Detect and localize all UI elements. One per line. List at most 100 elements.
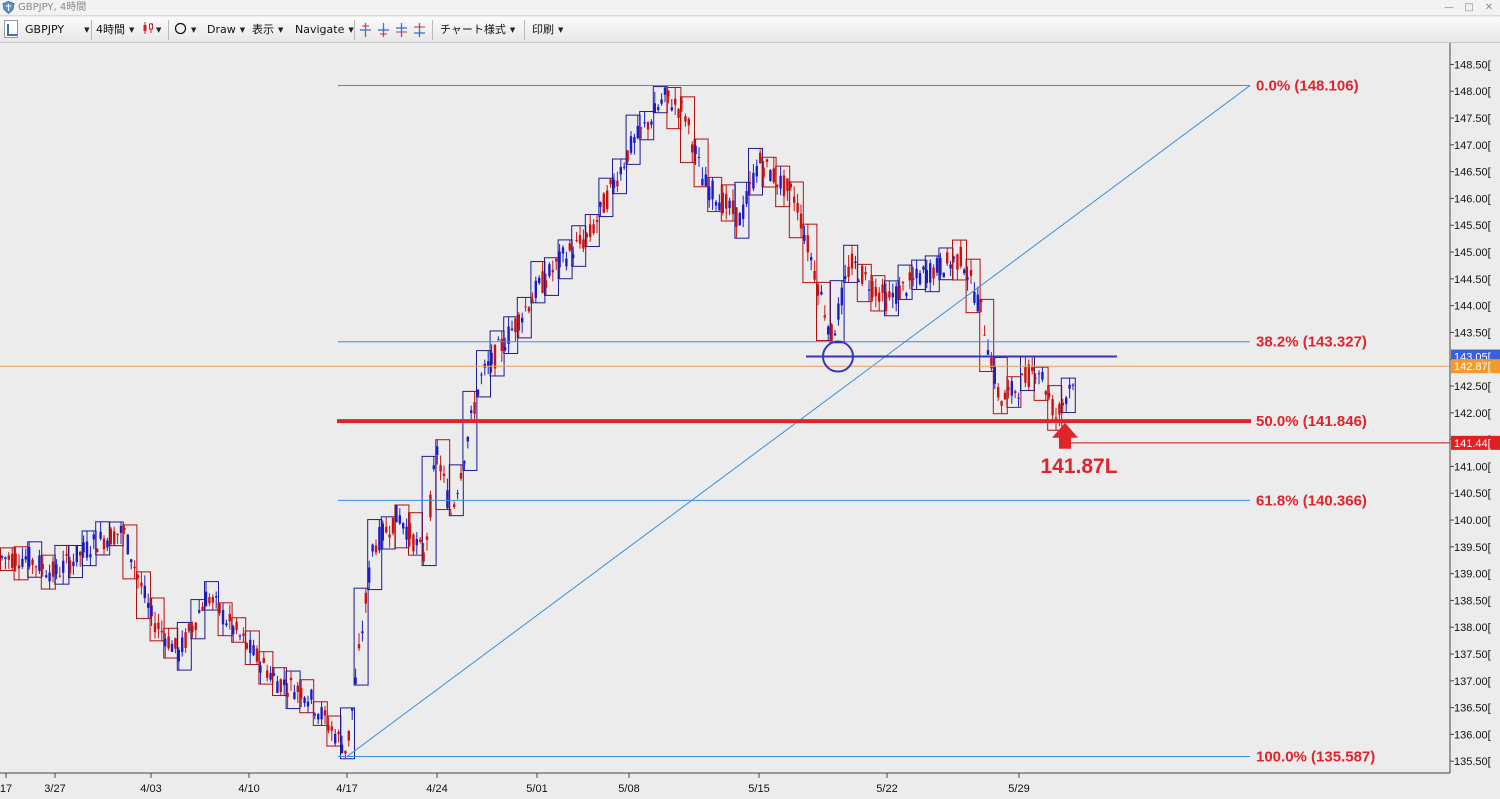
date-tick-label: 5/15 [748, 783, 769, 795]
price-tick-label: 142.00[ [1454, 408, 1491, 420]
candle-body [313, 713, 316, 716]
chart-style-menu[interactable]: チャート様式 ▼ [440, 20, 515, 40]
toolbar-separator [432, 20, 433, 40]
candle-body [425, 536, 429, 540]
zoom-in-icon[interactable] [377, 20, 390, 40]
zoom-out-icon[interactable] [395, 20, 408, 40]
candle-body [266, 670, 269, 678]
candle-body [487, 361, 490, 366]
candle-body [728, 200, 731, 209]
candle-body [181, 637, 184, 652]
candle-body [126, 534, 129, 555]
candle-body [612, 179, 616, 188]
candle-body [524, 306, 527, 308]
chevron-down-icon: ▼ [191, 26, 197, 34]
candle-body [177, 649, 180, 662]
candle-body [58, 575, 61, 577]
candle-body [901, 281, 905, 284]
candle-body [895, 286, 898, 304]
candle-body [330, 726, 333, 731]
candle-body [708, 186, 711, 201]
date-tick-label: 5/22 [876, 783, 897, 795]
chart-type-icon[interactable] [4, 20, 18, 38]
candle-body [0, 556, 4, 558]
candle-style-dropdown[interactable]: ▼ [142, 20, 161, 40]
candle-body [561, 247, 565, 254]
candle-body [1034, 377, 1037, 379]
daily-range-box [122, 524, 138, 580]
candle-body [891, 292, 894, 298]
candle-body [147, 602, 150, 608]
candle-body [157, 622, 160, 630]
daily-range-box [639, 111, 655, 141]
candle-body [442, 473, 446, 476]
candle-body [347, 730, 350, 741]
candle-body [796, 203, 799, 213]
candle-body [925, 269, 928, 284]
candle-body [130, 559, 133, 563]
timeframe-dropdown[interactable]: 4時間 ▼ [96, 20, 134, 40]
candle-body [4, 557, 7, 559]
candle-body [755, 165, 758, 177]
fib-level-label: 38.2% (143.327) [1256, 334, 1367, 351]
date-tick-label: 5/01 [526, 783, 547, 795]
fib-level-label: 61.8% (140.366) [1256, 492, 1367, 509]
price-tick-label: 146.50[ [1454, 167, 1491, 179]
candle-body [17, 565, 21, 569]
timeframe-label: 4時間 [96, 23, 125, 36]
candle-body [51, 561, 55, 577]
daily-range-boxes [0, 86, 1076, 760]
candle-body [395, 505, 398, 523]
candle-body [534, 280, 537, 299]
candle-body [888, 291, 891, 298]
chevron-down-icon: ▼ [129, 26, 135, 34]
date-tick-label: 4/10 [238, 783, 259, 795]
maximize-icon[interactable]: □ [1464, 2, 1474, 13]
price-tag-label: 141.44[ [1454, 438, 1491, 450]
candle-body [463, 461, 466, 464]
symbol-dropdown[interactable]: GBPJPY ▼ [25, 20, 89, 40]
candle-body [208, 597, 211, 604]
candle-body [748, 182, 752, 184]
candle-body [585, 233, 588, 238]
candle-body [847, 266, 850, 277]
toolbar-separator [168, 20, 169, 40]
price-chart[interactable]: 0.0% (148.106) 38.2% (143.327) 50.0% (141.… [0, 43, 1500, 799]
close-icon[interactable]: ✕ [1484, 2, 1494, 13]
display-menu[interactable]: 表示 ▼ [252, 20, 283, 40]
candle-body [1041, 372, 1044, 380]
date-tick-label: 4/24 [426, 783, 447, 795]
candle-body [119, 525, 123, 533]
draw-menu[interactable]: Draw ▼ [207, 20, 245, 40]
auto-scroll-icon[interactable] [413, 20, 426, 40]
candle-body [871, 281, 874, 298]
candle-body [990, 357, 993, 369]
candle-body [684, 116, 687, 122]
candle-body [262, 658, 265, 663]
shape-dropdown[interactable]: ▼ [174, 20, 196, 40]
candle-body [289, 677, 293, 681]
candle-body [170, 643, 174, 652]
minimize-icon[interactable]: — [1444, 2, 1454, 13]
price-tick-label: 141.00[ [1454, 461, 1491, 473]
print-menu[interactable]: 印刷 ▼ [532, 20, 563, 40]
candle-body [221, 610, 225, 625]
daily-range-box [584, 214, 600, 248]
candle-body [701, 178, 704, 186]
crosshair-icon[interactable] [359, 20, 372, 40]
candle-body [191, 626, 194, 632]
candle-body [361, 631, 364, 634]
candle-body [55, 564, 58, 574]
candle-body [507, 326, 510, 345]
candle-body [466, 436, 469, 442]
candle-body [1051, 399, 1054, 416]
toolbar-separator [354, 20, 355, 40]
candle-body [949, 264, 952, 269]
chart-canvas[interactable]: 0.0% (148.106) 38.2% (143.327) 50.0% (141.… [0, 43, 1500, 799]
candle-body [799, 213, 803, 229]
candle-body [497, 339, 500, 341]
candle-body [204, 591, 208, 607]
navigate-menu[interactable]: Navigate ▼ [295, 20, 354, 40]
daily-range-box [448, 464, 464, 517]
candle-body [905, 293, 908, 296]
